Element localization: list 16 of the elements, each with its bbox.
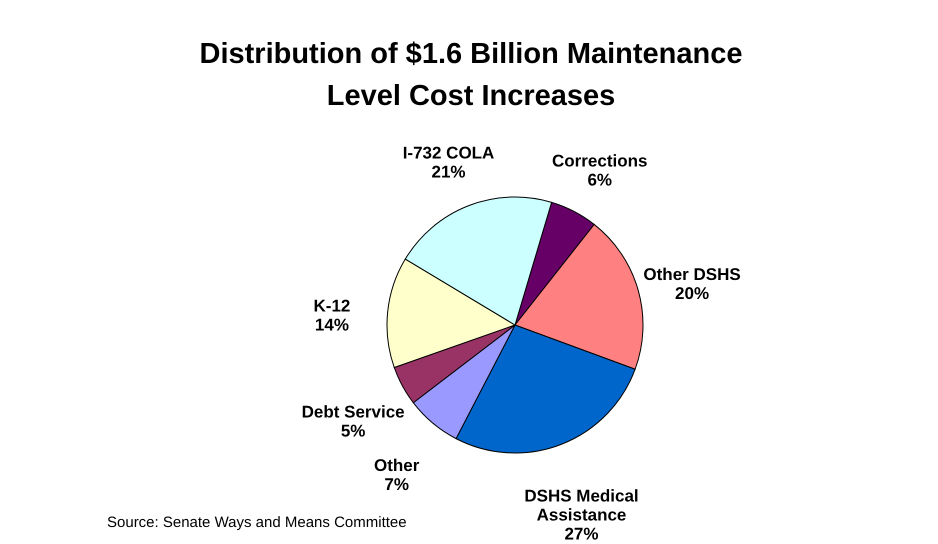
source-note: Source: Senate Ways and Means Committee bbox=[107, 514, 407, 531]
slice-label: DSHS Medical Assistance bbox=[524, 486, 639, 525]
data-label: 6% bbox=[587, 170, 612, 190]
data-label: 7% bbox=[384, 474, 409, 494]
data-label: 5% bbox=[340, 421, 366, 440]
slice-label: Other bbox=[374, 456, 420, 475]
slice-label: Other DSHS bbox=[643, 264, 741, 284]
data-label: 21% bbox=[431, 162, 466, 182]
slice-label: Corrections bbox=[552, 152, 648, 171]
slice-label: Debt Service bbox=[302, 402, 405, 422]
data-label: 14% bbox=[314, 315, 349, 334]
slice-label: I-732 COLA bbox=[402, 143, 494, 162]
slice-label: K-12 bbox=[314, 296, 350, 316]
data-label: 20% bbox=[675, 284, 710, 303]
data-label: 27% bbox=[564, 524, 599, 544]
chart-title: Distribution of $1.6 Billion Maintenance Level Cost Increases bbox=[200, 38, 742, 112]
